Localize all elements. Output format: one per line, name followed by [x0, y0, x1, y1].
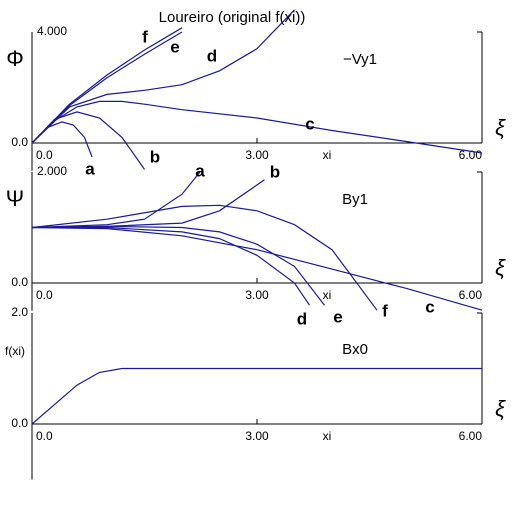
x-tick-label: 0.0	[36, 288, 53, 302]
x-tick-label: 3.00	[245, 148, 269, 162]
line-series	[31, 179, 265, 229]
line-series	[31, 31, 183, 144]
line-series	[31, 100, 483, 154]
line-series	[31, 27, 183, 144]
x-symbol: ξ	[495, 255, 506, 280]
line-series	[31, 225, 325, 306]
y-tick-label: 2.0	[11, 305, 28, 319]
annotation: −Vy1	[343, 51, 377, 68]
chart-title: Loureiro (original f(xi))	[159, 9, 306, 26]
series-label: c	[425, 297, 434, 316]
line-series	[32, 226, 310, 306]
series-label: f	[142, 27, 148, 46]
x-symbol: ξ	[495, 115, 506, 140]
y-axis-label: Ψ	[6, 186, 24, 211]
y-tick-label: 0.0	[11, 416, 28, 430]
x-tick-label: 6.00	[459, 288, 483, 302]
y-tick-label: 0.0	[11, 275, 28, 289]
x-axis-label: xi	[323, 429, 332, 443]
annotation: Bx0	[342, 341, 368, 358]
series-label: c	[305, 114, 314, 133]
line-series	[31, 171, 201, 229]
x-tick-label: 0.0	[36, 429, 53, 443]
x-tick-label: 0.0	[36, 148, 53, 162]
y-axis-label: f(xi)	[5, 344, 25, 358]
line-series	[31, 226, 483, 311]
series-label: a	[85, 159, 95, 178]
series-label: d	[297, 309, 307, 328]
x-tick-label: 3.00	[245, 288, 269, 302]
series-label: e	[333, 307, 342, 326]
y-tick-label: 0.0	[11, 135, 28, 149]
line-series	[31, 367, 482, 425]
x-symbol: ξ	[495, 396, 506, 421]
line-series	[31, 204, 378, 311]
annotation: By1	[342, 191, 368, 208]
x-tick-label: 6.00	[459, 429, 483, 443]
y-tick-label: 4.000	[37, 24, 67, 38]
x-axis-label: xi	[323, 148, 332, 162]
series-label: f	[382, 301, 388, 320]
series-label: d	[207, 46, 217, 65]
y-axis-label: Φ	[6, 46, 24, 71]
y-tick-label: 2.000	[37, 164, 67, 178]
x-axis-label: xi	[323, 288, 332, 302]
series-label: a	[195, 161, 205, 180]
series-label: b	[270, 162, 280, 181]
line-series	[31, 9, 295, 144]
x-tick-label: 3.00	[245, 429, 269, 443]
series-label: e	[170, 37, 179, 56]
series-label: b	[150, 147, 160, 166]
